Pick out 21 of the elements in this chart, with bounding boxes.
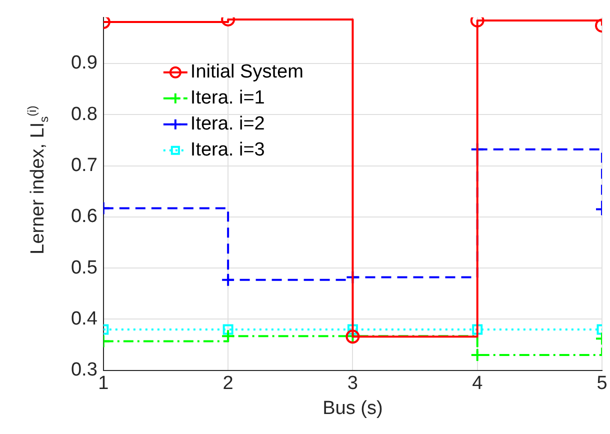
point: [221, 272, 236, 287]
legend-label: Itera. i=1: [190, 88, 265, 109]
legend-label: Initial System: [190, 62, 304, 83]
legend-label: Itera. i=2: [190, 114, 265, 135]
x-axis-title: Bus (s): [322, 398, 383, 419]
x-tick-label: 2: [222, 373, 234, 394]
x-tick-label: 5: [596, 373, 608, 394]
x-tick-label: 4: [472, 373, 484, 394]
x-tick-label: 3: [347, 373, 358, 394]
y-tick-label: 0.9: [70, 52, 98, 74]
legend-label: Itera. i=3: [190, 140, 265, 161]
point: [221, 329, 236, 344]
point: [222, 324, 234, 335]
y-tick-label: 0.7: [70, 154, 98, 176]
y-tick-label: 0.5: [70, 257, 98, 278]
y-tick-label: 0.8: [70, 104, 98, 125]
point: [347, 324, 358, 335]
y-tick-label: 0.6: [70, 206, 98, 228]
x-tick-label: 1: [98, 373, 109, 394]
y-tick-label: 0.4: [70, 308, 98, 330]
y-tick-label: 0.3: [70, 360, 98, 381]
